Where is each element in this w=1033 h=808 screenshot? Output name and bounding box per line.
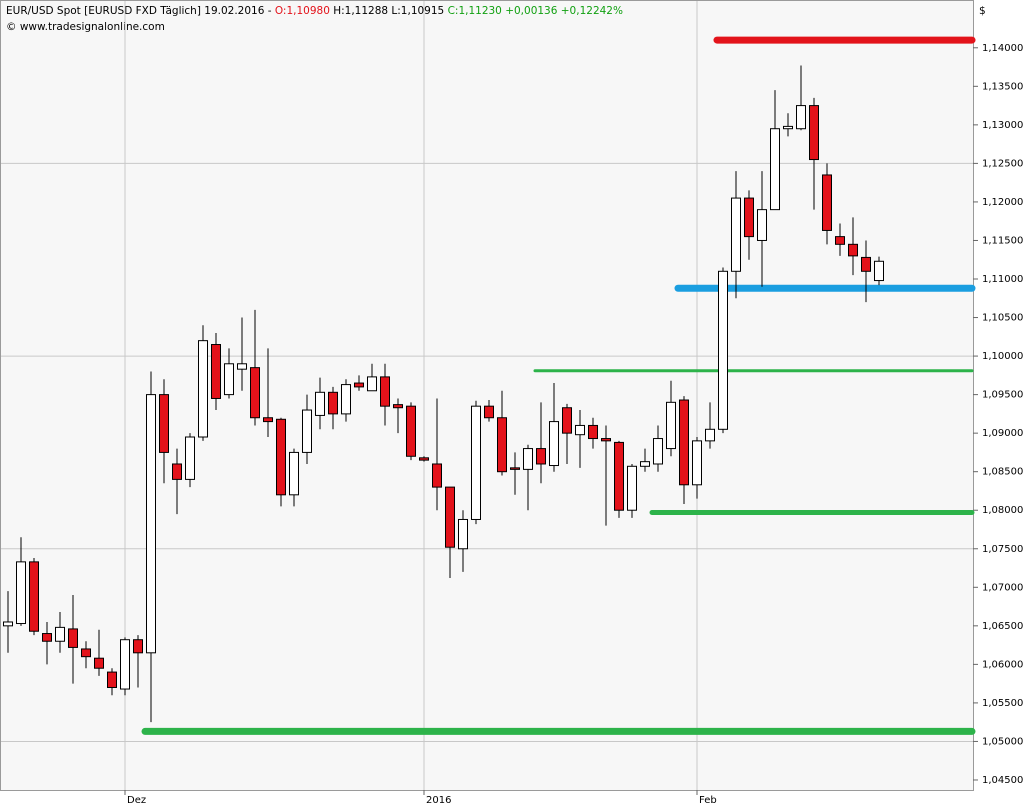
candle-body: [406, 405, 416, 457]
candle-body: [523, 448, 533, 470]
x-tick-label: Dez: [127, 795, 146, 806]
candle-body: [120, 639, 130, 690]
candle-body: [198, 340, 208, 438]
candle-body: [419, 457, 429, 461]
candle-body: [783, 125, 793, 130]
y-tick-label: 1,06500: [982, 621, 1023, 632]
candle-body: [432, 463, 442, 488]
candle-body: [575, 424, 585, 436]
x-tick-label: 2016: [426, 795, 451, 806]
y-tick-label: 1,11000: [982, 274, 1023, 285]
candle-body: [29, 561, 39, 632]
candle-body: [536, 448, 546, 465]
candle-body: [354, 382, 364, 388]
y-tick-label: 1,09000: [982, 428, 1023, 439]
candle-body: [107, 671, 117, 688]
candle-body: [627, 465, 637, 511]
y-tick-label: 1,12500: [982, 158, 1023, 169]
candle-body: [562, 407, 572, 434]
candle-body: [302, 409, 312, 453]
candle-body: [68, 628, 78, 648]
candle-body: [341, 384, 351, 415]
candle-body: [133, 639, 143, 654]
candle-body: [705, 428, 715, 442]
y-tick-label: 1,13500: [982, 81, 1023, 92]
candle-body: [263, 417, 273, 423]
chart-title: EUR/USD Spot [EURUSD FXD Täglich] 19.02.…: [6, 5, 623, 17]
y-tick-label: 1,05000: [982, 736, 1023, 747]
subtitle: © www.tradesignalonline.com: [6, 21, 165, 33]
candle-body: [757, 209, 767, 241]
y-tick-label: 1,05500: [982, 698, 1023, 709]
candle-body: [328, 391, 338, 415]
candle-body: [731, 197, 741, 272]
candle-body: [666, 401, 676, 450]
candle-body: [809, 105, 819, 161]
y-tick-label: 1,06000: [982, 659, 1023, 670]
y-tick-label: 1,14000: [982, 43, 1023, 54]
candle-body: [601, 438, 611, 442]
candle-body: [276, 418, 286, 496]
candle-body: [718, 270, 728, 430]
candle-body: [42, 633, 52, 642]
y-tick-label: 1,13000: [982, 120, 1023, 131]
y-tick-label: 1,07000: [982, 582, 1023, 593]
y-tick-label: 1,08000: [982, 505, 1023, 516]
title-part: H:1,11288 L:1,10915: [330, 5, 448, 17]
candle-body: [380, 376, 390, 407]
title-part: O:1,10980: [275, 5, 330, 17]
candle-body: [770, 128, 780, 211]
candle-body: [614, 441, 624, 511]
candle-body: [224, 363, 234, 396]
candle-body: [3, 621, 13, 627]
candle-body: [653, 438, 663, 465]
candle-body: [211, 344, 221, 399]
candle-body: [510, 467, 520, 470]
candle-body: [796, 105, 806, 130]
title-part: EUR/USD Spot [EURUSD FXD Täglich] 19.02.…: [6, 5, 275, 17]
candle-body: [172, 463, 182, 480]
candle-body: [146, 394, 156, 654]
y-tick-label: 1,04500: [982, 775, 1023, 786]
candle-body: [640, 461, 650, 467]
candle-body: [289, 451, 299, 496]
x-tick-label: Feb: [699, 795, 717, 806]
title-part: C:1,11230 +0,00136 +0,12242%: [448, 5, 623, 17]
candle-body: [94, 657, 104, 669]
candle-body: [549, 421, 559, 467]
candle-body: [822, 174, 832, 231]
candle-body: [874, 260, 884, 282]
candle-body: [367, 376, 377, 392]
candle-body: [484, 405, 494, 419]
candle-body: [250, 367, 260, 419]
candle-body: [679, 399, 689, 486]
candle-body: [458, 518, 468, 550]
candle-body: [848, 243, 858, 257]
candle-body: [55, 626, 65, 642]
y-tick-label: 1,10500: [982, 313, 1023, 324]
candle-body: [315, 391, 325, 416]
y-tick-label: 1,08500: [982, 467, 1023, 478]
candle-body: [16, 561, 26, 625]
candle-body: [237, 363, 247, 370]
candle-body: [744, 197, 754, 238]
y-tick-label: 1,10000: [982, 351, 1023, 362]
y-tick-label: 1,07500: [982, 544, 1023, 555]
candle-body: [692, 440, 702, 486]
candle-body: [471, 405, 481, 520]
y-tick-label: 1,12000: [982, 197, 1023, 208]
candle-body: [445, 486, 455, 548]
candle-body: [588, 424, 598, 440]
candle-body: [159, 394, 169, 453]
candle-body: [835, 236, 845, 245]
y-tick-label: 1,11500: [982, 235, 1023, 246]
y-unit: $: [979, 5, 986, 17]
candle-body: [393, 404, 403, 409]
y-tick-label: 1,09500: [982, 390, 1023, 401]
candle-body: [81, 648, 91, 658]
candle-body: [861, 256, 871, 272]
candle-body: [497, 417, 507, 473]
candle-body: [185, 436, 195, 480]
